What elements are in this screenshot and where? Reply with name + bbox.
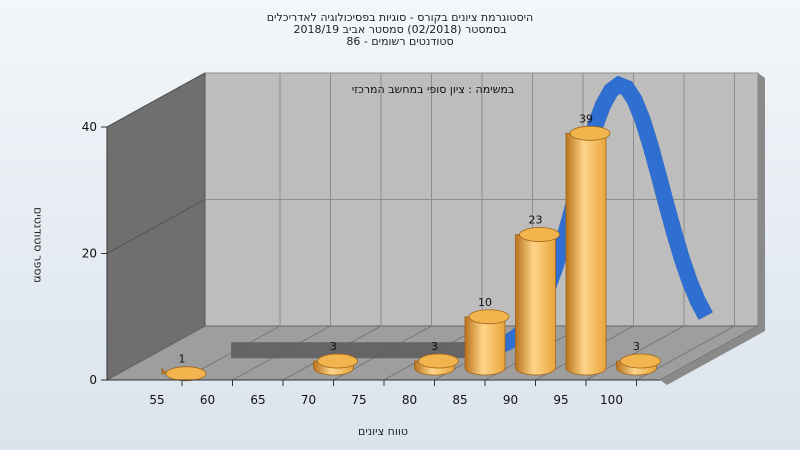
gridline-left-40 [106,72,206,128]
chart-annotation: במשימה : ציון סופי במחשב המרכזי [352,83,515,96]
bar-body-95 [565,132,607,376]
bar-55 [161,366,207,382]
bar-body-85 [464,316,506,376]
y-tick-label-40: 40 [82,120,97,134]
data-label-90: 23 [529,214,543,227]
bar-top-70 [317,353,358,369]
y-tick-label-0: 0 [89,373,97,387]
x-tick-label-75: 75 [351,393,366,407]
x-tick-label-90: 90 [503,393,518,407]
x-tick-label-95: 95 [553,393,568,407]
bar-top-90 [519,227,560,242]
data-label-55: 1 [179,353,186,366]
bar-top-100 [620,353,661,369]
data-label-85: 10 [478,296,492,309]
y-tick-label-20: 20 [82,247,97,261]
bar-body-90 [515,234,556,376]
x-tick-label-55: 55 [149,393,164,407]
x-axis-label: טווח ציונים [358,425,408,438]
bar-top-95 [569,125,611,141]
data-label-100: 3 [633,340,640,353]
x-tick-label-60: 60 [200,393,215,407]
data-label-70: 3 [330,340,337,353]
data-label-80: 3 [431,340,438,353]
bar-80 [414,353,459,376]
bar-top-85 [468,309,510,325]
bar-100 [616,353,661,376]
bar-90 [515,227,560,376]
data-label-95: 39 [579,112,593,125]
bar-top-55 [165,366,207,382]
x-tick-label-65: 65 [250,393,265,407]
chart-title-line-2: בסמסטר (02/2018) סמסטר אביב 2018/19 [293,23,507,36]
x-tick-label-80: 80 [402,393,417,407]
x-tick-label-85: 85 [452,393,467,407]
gridline-left-20 [106,199,206,254]
chart-title-line-3: סטודנטים רשומים - 86 [346,35,454,48]
x-tick-label-70: 70 [301,393,316,407]
bar-70 [313,353,358,376]
chart-title-line-1: היסטוגרמת ציונים בקורס - סוגיות בפסיכולו… [266,11,534,24]
bar-85 [464,309,510,376]
y-axis-label: מספר סטודנטים [31,207,45,283]
bar-95 [565,125,611,376]
bar-top-80 [418,353,459,369]
x-tick-label-100: 100 [600,393,623,407]
